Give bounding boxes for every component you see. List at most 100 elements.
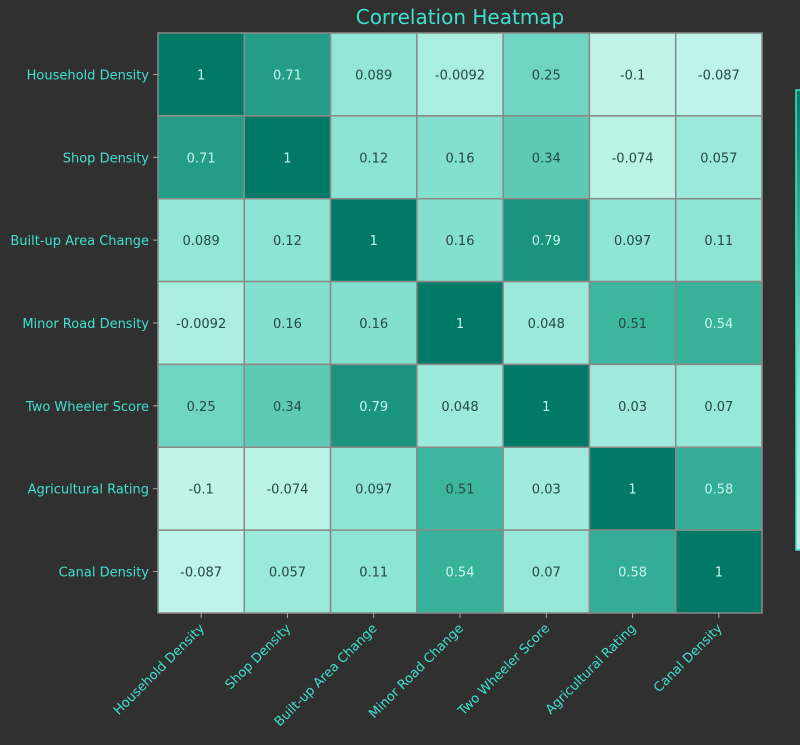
y-tick-label: Canal Density [59, 566, 150, 581]
heatmap-cell [329, 363, 418, 449]
x-tick-label: Canal Density [651, 621, 726, 696]
heatmap-cell [674, 197, 763, 283]
heatmap-cell [502, 115, 591, 200]
cell-value-label: -0.087 [180, 566, 222, 581]
cell-value-label: 0.07 [532, 566, 561, 581]
cell-value-label: 0.34 [532, 151, 561, 166]
heatmap-cell [674, 446, 763, 531]
cell-value-label: 0.51 [446, 483, 475, 498]
heatmap-cell [416, 197, 504, 283]
cell-value-label: 0.34 [273, 400, 302, 415]
heatmap-cell [502, 529, 591, 614]
cell-value-label: 0.12 [359, 151, 388, 166]
cell-value-label: 0.58 [704, 483, 733, 498]
heatmap-cell [243, 197, 332, 283]
cell-value-label: -0.074 [612, 151, 654, 166]
heatmap-cell [674, 115, 763, 200]
cell-value-label: 0.057 [269, 566, 306, 581]
heatmap-cell [674, 32, 763, 117]
heatmap-cell [329, 197, 418, 283]
chart-title: Correlation Heatmap [355, 5, 565, 29]
cell-value-label: 0.16 [359, 317, 388, 332]
cell-value-label: 1 [456, 317, 464, 332]
heatmap-cell [674, 529, 763, 614]
colorbar [795, 89, 800, 551]
cell-value-label: 0.07 [704, 400, 733, 415]
heatmap-cell [416, 529, 504, 614]
cell-value-label: 1 [197, 68, 205, 83]
y-tick-label: Two Wheeler Score [25, 400, 149, 415]
cell-value-label: 0.71 [273, 68, 302, 83]
heatmap-cell [502, 280, 591, 366]
heatmap-cell [674, 280, 763, 366]
heatmap-cell [157, 280, 246, 366]
heatmap-cell [588, 529, 677, 614]
heatmap-cell [329, 280, 418, 366]
cell-value-label: 0.16 [446, 151, 475, 166]
x-tick-label: Shop Density [223, 621, 295, 693]
cell-value-label: 0.54 [446, 566, 475, 581]
cell-value-label: 0.03 [618, 400, 647, 415]
heatmap-cell [157, 363, 246, 449]
cell-value-label: 0.16 [446, 234, 475, 249]
cell-value-label: 0.51 [618, 317, 647, 332]
cell-value-label: 1 [542, 400, 550, 415]
heatmap-cell [416, 280, 504, 366]
cell-value-label: 1 [628, 483, 636, 498]
x-tick-label: Two Wheeler Score [455, 621, 553, 719]
cell-value-label: 0.25 [187, 400, 216, 415]
cell-value-label: 1 [283, 151, 291, 166]
heatmap-cell [329, 32, 418, 117]
cell-value-label: 0.16 [273, 317, 302, 332]
cell-value-label: -0.1 [188, 483, 213, 498]
heatmap-cell [502, 197, 591, 283]
cell-value-label: 0.089 [355, 68, 392, 83]
cell-value-label: 0.79 [359, 400, 388, 415]
cell-value-label: 0.58 [618, 566, 647, 581]
x-tick-label: Agricultural Rating [543, 621, 639, 717]
heatmap-cell [416, 446, 504, 531]
cell-value-label: 1 [370, 234, 378, 249]
cell-value-label: -0.0092 [176, 317, 226, 332]
cell-value-label: 0.12 [273, 234, 302, 249]
heatmap-cell [243, 363, 332, 449]
heatmap-cell [243, 115, 332, 200]
cell-value-label: 0.089 [183, 234, 220, 249]
cell-value-label: 0.54 [704, 317, 733, 332]
x-tick-label: Minor Road Change [366, 621, 466, 721]
cell-value-label: 0.11 [359, 566, 388, 581]
cell-value-label: 0.71 [187, 151, 216, 166]
x-tick-label: Household Density [111, 621, 208, 718]
heatmap-cell [329, 529, 418, 614]
cell-value-label: 0.097 [355, 483, 392, 498]
cell-value-label: -0.074 [266, 483, 308, 498]
heatmap-cell [157, 197, 246, 283]
heatmap-cell [157, 32, 246, 117]
cell-value-label: -0.1 [620, 68, 645, 83]
cell-value-label: 0.097 [614, 234, 651, 249]
heatmap-cell [329, 115, 418, 200]
cell-value-label: 0.25 [532, 68, 561, 83]
heatmap-cell [243, 280, 332, 366]
cell-value-label: 1 [715, 566, 723, 581]
y-tick-label: Agricultural Rating [28, 483, 149, 498]
cell-value-label: -0.087 [698, 68, 740, 83]
y-tick-label: Household Density [27, 68, 150, 83]
heatmap-cell [329, 446, 418, 531]
cell-value-label: 0.057 [700, 151, 737, 166]
cell-value-label: -0.0092 [435, 68, 485, 83]
y-tick-label: Minor Road Density [22, 317, 149, 332]
cell-value-label: 0.79 [532, 234, 561, 249]
heatmap-cell [588, 446, 677, 531]
cell-value-label: 0.03 [532, 483, 561, 498]
heatmap-cell [243, 529, 332, 614]
heatmap-cell [243, 32, 332, 117]
cell-value-label: 0.048 [441, 400, 478, 415]
heatmap-cell [674, 363, 763, 449]
y-tick-label: Shop Density [63, 151, 150, 166]
heatmap-cell [588, 115, 677, 200]
cell-value-label: 0.11 [704, 234, 733, 249]
heatmap-cell [157, 529, 246, 614]
cell-value-label: 0.048 [528, 317, 565, 332]
